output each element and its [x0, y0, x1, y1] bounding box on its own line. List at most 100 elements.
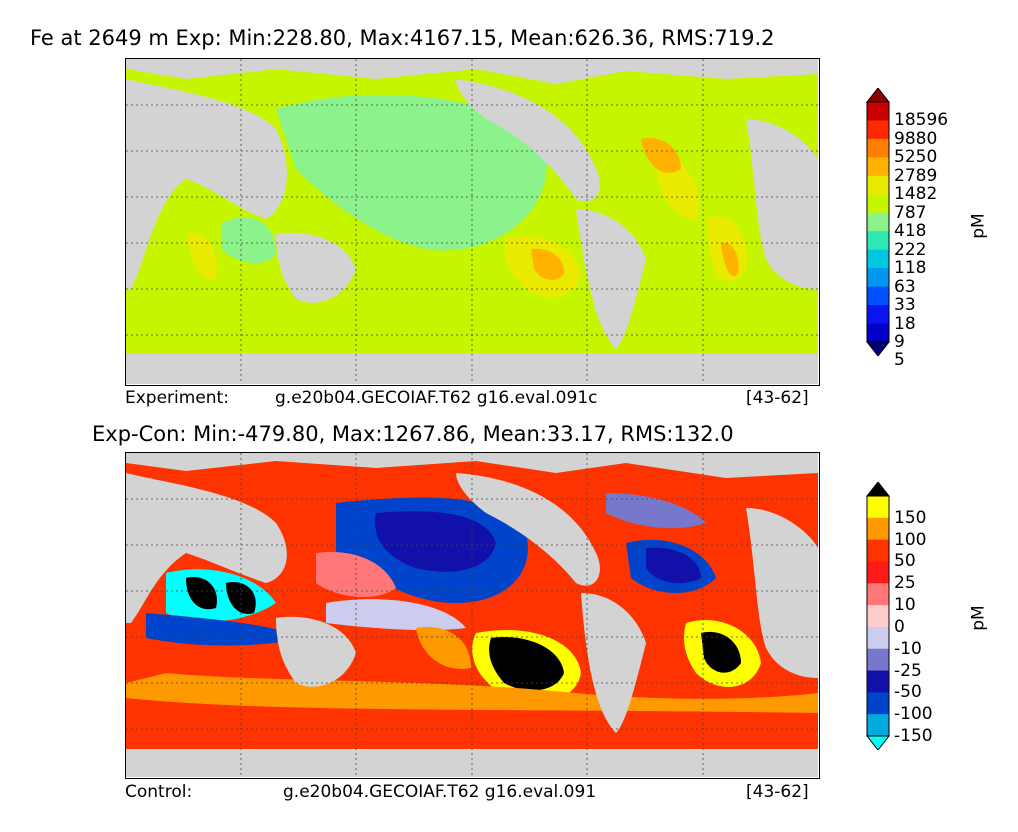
colorbar-extend-top	[865, 481, 891, 497]
bottom-footer-middle: g.e20b04.GECOIAF.T62 g16.eval.091	[283, 782, 597, 802]
top-land-africa-eurasia-east	[746, 119, 818, 289]
colorbar-segment	[867, 692, 889, 715]
colorbar-segment	[867, 496, 889, 519]
bottom-npacific-darkblue	[375, 511, 496, 572]
top-land-australia	[276, 232, 356, 303]
colorbar-extend-bottom	[865, 735, 891, 751]
colorbar-tick-label: -50	[894, 682, 922, 703]
colorbar-segment	[867, 231, 889, 251]
colorbar-tick-label: 18596	[894, 110, 949, 131]
top-footer-middle: g.e20b04.GECOIAF.T62 g16.eval.091c	[275, 388, 598, 408]
colorbar-tick-label: 5	[894, 350, 905, 371]
colorbar-segment	[867, 249, 889, 269]
bottom-colorbar-svg	[865, 481, 891, 751]
colorbar-tick-label: 787	[894, 202, 927, 223]
bottom-panel-title: Exp-Con: Min:-479.80, Max:1267.86, Mean:…	[92, 422, 734, 446]
colorbar-tick-label: -100	[894, 704, 933, 725]
colorbar-tick-label: 10	[894, 595, 916, 616]
bottom-colorbar	[865, 481, 891, 754]
colorbar-segment	[867, 583, 889, 606]
colorbar-tick-label: 18	[894, 313, 916, 334]
colorbar-segment	[867, 670, 889, 693]
bottom-spacific-black	[489, 637, 564, 691]
colorbar-tick-label: -10	[894, 638, 922, 659]
colorbar-tick-label: 0	[894, 616, 905, 637]
colorbar-segment	[867, 102, 889, 121]
colorbar-segment	[867, 626, 889, 650]
top-atlantic-yellow	[656, 158, 699, 219]
bottom-map	[125, 452, 820, 779]
bottom-colorbar-unit: pM	[968, 605, 989, 631]
colorbar-tick-label: 25	[894, 573, 916, 594]
top-indian-green	[221, 217, 276, 264]
colorbar-tick-label: 33	[894, 295, 916, 316]
top-map-svg	[126, 59, 818, 384]
top-sepacific-orange	[531, 248, 565, 281]
colorbar-tick-label: 418	[894, 221, 927, 242]
colorbar-tick-label: -25	[894, 660, 922, 681]
colorbar-segment	[867, 561, 889, 584]
colorbar-segment	[867, 157, 889, 177]
colorbar-segment	[867, 517, 889, 541]
bottom-land-samerica	[581, 593, 646, 733]
bottom-land-australia	[276, 616, 356, 687]
bottom-grid	[126, 453, 818, 777]
colorbar-segment	[867, 605, 889, 628]
bottom-natlantic-purple	[606, 493, 706, 529]
colorbar-tick-label: 63	[894, 276, 916, 297]
colorbar-segment	[867, 539, 889, 562]
bottom-satlantic-black	[701, 631, 741, 673]
colorbar-tick-label: 150	[894, 507, 927, 528]
bottom-land-eurasia	[126, 473, 287, 623]
bottom-map-svg	[126, 453, 818, 777]
colorbar-segment	[867, 212, 889, 232]
colorbar-segment	[867, 138, 889, 158]
colorbar-segment	[867, 194, 889, 214]
colorbar-tick-label: 118	[894, 258, 927, 279]
top-land-namerica	[456, 79, 600, 202]
colorbar-tick-label: 222	[894, 239, 927, 260]
colorbar-segment	[867, 648, 889, 672]
colorbar-tick-label: 1482	[894, 184, 938, 205]
top-footer-right: [43-62]	[746, 388, 809, 408]
top-panel-title: Fe at 2649 m Exp: Min:228.80, Max:4167.1…	[30, 26, 775, 50]
bottom-natlantic-darkblue	[646, 547, 701, 584]
colorbar-extend-bottom	[865, 341, 891, 357]
bottom-indian-black1	[186, 577, 217, 610]
top-indian-yellow	[186, 233, 217, 280]
top-land-eurasia	[126, 79, 287, 289]
bottom-footer-left: Control:	[125, 782, 193, 802]
top-colorbar	[865, 87, 891, 360]
top-land-arctic	[126, 59, 818, 84]
top-grid	[126, 59, 818, 384]
top-map	[125, 58, 820, 386]
colorbar-segment	[867, 323, 889, 343]
top-satlantic-orange	[721, 243, 739, 276]
colorbar-segment	[867, 268, 889, 288]
colorbar-segment	[867, 120, 889, 140]
top-colorbar-svg	[865, 87, 891, 357]
colorbar-tick-label: -150	[894, 726, 933, 746]
colorbar-tick-label: 5250	[894, 147, 938, 168]
colorbar-tick-label: 9	[894, 332, 905, 352]
top-footer-left: Experiment:	[125, 388, 229, 408]
colorbar-frame	[866, 495, 890, 737]
bottom-footer-right: [43-62]	[746, 782, 809, 802]
colorbar-tick-label: 50	[894, 551, 916, 572]
colorbar-segment	[867, 175, 889, 195]
top-land-samerica	[576, 209, 646, 349]
colorbar-extend-top	[865, 87, 891, 103]
colorbar-tick-label: 9880	[894, 128, 938, 149]
bottom-spacific-orange	[416, 627, 471, 669]
bottom-eqpacific-lavender	[326, 599, 466, 631]
bottom-land-arctic	[126, 453, 818, 478]
top-colorbar-unit: pM	[968, 213, 989, 239]
colorbar-segment	[867, 286, 889, 306]
top-natl-orange	[641, 137, 681, 173]
colorbar-segment	[867, 305, 889, 325]
top-pacific-green	[276, 94, 547, 251]
colorbar-tick-label: 100	[894, 529, 927, 550]
bottom-southern-red	[126, 698, 818, 753]
colorbar-tick-label: 2789	[894, 165, 938, 186]
bottom-land-namerica	[456, 473, 600, 586]
